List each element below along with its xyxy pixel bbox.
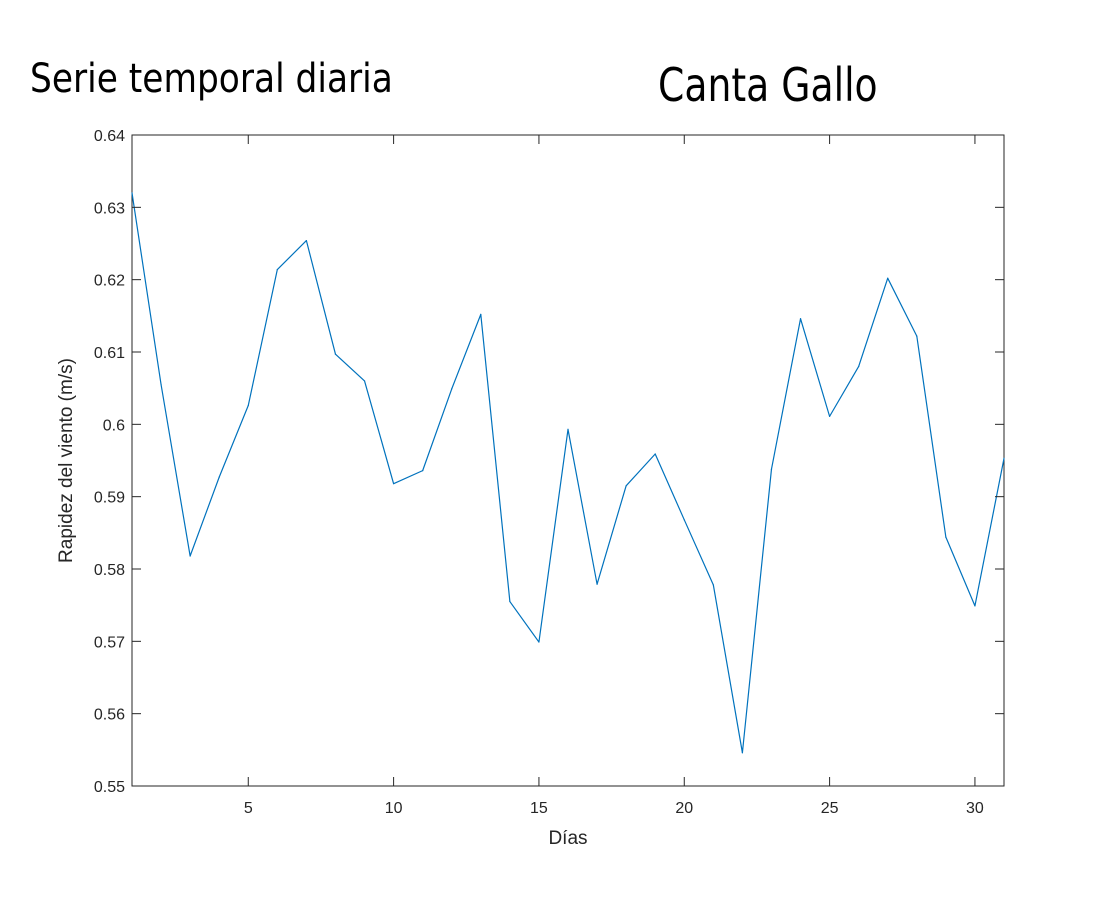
data-point [741,752,744,754]
data-point [770,468,773,470]
y-tick-label: 0.63 [94,200,125,217]
data-point [131,192,133,194]
y-tick-label: 0.64 [94,128,125,145]
data-point [916,335,918,337]
y-tick-label: 0.58 [94,562,125,579]
x-tick-label: 15 [530,800,548,817]
data-point [1003,457,1005,459]
data-point [654,453,656,455]
x-tick-label: 25 [821,800,839,817]
x-tick-label: 30 [966,800,984,817]
data-point [276,268,278,271]
data-point [712,584,714,586]
data-point [334,353,337,355]
data-point [596,583,598,585]
data-point [538,641,540,643]
data-point [945,536,947,538]
x-tick-label: 5 [244,800,253,817]
y-tick-label: 0.56 [94,707,125,724]
y-axis-label: Rapidez del viento (m/s) [56,358,77,563]
x-axis: 5 10 15 20 25 30 [244,135,984,817]
data-point [480,313,482,315]
y-tick-label: 0.55 [94,779,125,796]
x-tick-label: 10 [385,800,403,817]
y-axis: 0.55 0.56 0.57 0.58 0.59 0.6 0.61 0.62 0.63 0.64 [94,128,1004,796]
title-left: Serie temporal diaria [30,56,393,102]
data-point [509,600,511,603]
plot-area [131,134,1005,787]
data-point [683,519,685,521]
data-point [799,318,802,320]
data-point [305,240,307,242]
data-point [858,365,860,368]
data-point [189,555,191,557]
y-tick-label: 0.62 [94,273,125,290]
data-point [451,388,453,390]
series-layer [131,192,1005,754]
data-point [393,483,395,485]
data-point [974,605,976,607]
axes-box [131,134,1005,787]
y-tick-label: 0.61 [94,345,125,362]
x-tick-label: 20 [675,800,693,817]
data-point [160,383,162,386]
y-tick-label: 0.59 [94,490,125,507]
data-point [422,470,424,472]
data-point [567,428,569,430]
data-point [625,485,627,487]
data-point [247,404,249,407]
data-point [363,380,366,382]
title-right: Canta Gallo [658,58,878,112]
data-point [887,277,889,279]
data-point [829,415,831,417]
y-tick-label: 0.57 [94,634,125,651]
x-axis-label: Días [548,828,587,849]
data-point [218,476,220,478]
y-tick-label: 0.6 [103,417,125,434]
